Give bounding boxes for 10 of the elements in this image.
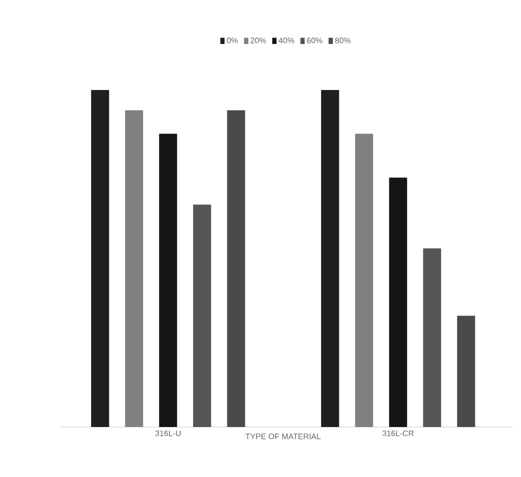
- bar: [389, 178, 408, 427]
- bar: [457, 316, 476, 427]
- bar: [91, 90, 110, 427]
- bar: [227, 110, 246, 427]
- bar: [423, 248, 442, 427]
- bar: [159, 134, 178, 427]
- bar: [321, 90, 340, 427]
- bar: [125, 110, 144, 427]
- bar: [193, 204, 212, 427]
- bar: [355, 134, 374, 427]
